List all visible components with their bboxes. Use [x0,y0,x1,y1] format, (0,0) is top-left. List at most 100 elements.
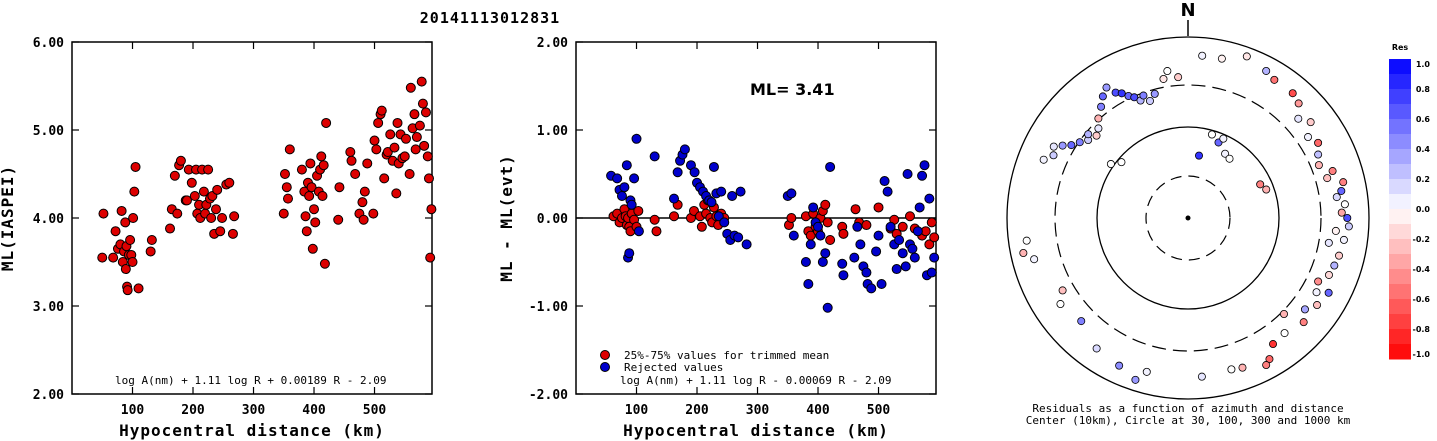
data-point [317,191,328,201]
colorbar-block [1389,209,1411,225]
station-marker [1197,372,1206,381]
station-marker [1056,300,1065,309]
station-marker [1324,288,1333,297]
data-point [894,235,905,245]
data-point [122,285,133,296]
data-point [861,267,872,278]
data-point [708,161,719,172]
data-points [97,76,437,296]
y-axis-label: ML(IASPEI) [0,165,17,271]
x-tick-label: 300 [746,403,770,418]
data-point [422,151,433,162]
formula-label: log A(nm) + 1.11 log R - 0.00069 R - 2.0… [620,374,892,387]
colorbar-block [1389,329,1411,345]
legend-marker-trimmed [600,350,610,360]
data-point [633,226,644,237]
data-point [669,211,680,222]
data-point [876,279,887,289]
y-tick-label: 5.00 [33,124,64,139]
data-point [203,164,214,175]
station-marker [1075,138,1084,147]
data-point [321,117,332,128]
data-point [165,223,176,234]
data-point [808,202,819,213]
x-tick-label: 400 [302,403,326,418]
x-tick-label: 400 [806,403,830,418]
data-point [696,221,707,232]
colorbar-block [1389,59,1411,75]
data-point [926,267,937,278]
colorbar-title: Res [1392,43,1409,52]
data-point [786,213,797,223]
y-tick-label: 6.00 [33,36,64,51]
station-marker [1092,131,1101,140]
station-marker [1217,54,1226,63]
data-point [897,221,908,232]
data-point [649,151,660,162]
data-point [359,186,370,197]
data-point [651,226,662,237]
legend-label-trimmed: 25%-75% values for trimmed mean [624,349,829,362]
data-point [861,220,872,231]
data-point [900,261,911,272]
data-point [357,197,368,208]
data-point [786,188,797,199]
colorbar-blocks [1389,59,1411,360]
data-point [817,257,828,267]
data-point [735,186,746,197]
y-tick-label: -2.00 [529,388,568,403]
station-marker [1219,134,1228,143]
circle-100km [1096,126,1280,310]
data-point [206,213,217,223]
colorbar-block [1389,239,1411,255]
data-point [619,182,630,193]
station-marker [1313,301,1322,310]
data-point [318,160,329,171]
data-point [333,214,344,225]
data-point [866,283,877,294]
station-marker [1343,213,1352,222]
data-point [800,257,811,267]
data-point [629,173,640,184]
colorbar-block [1389,104,1411,120]
data-point [907,243,918,254]
data-point [350,169,361,179]
data-point [902,169,913,179]
data-point [310,217,321,228]
outer-circle-1000km [1006,36,1370,400]
data-point [912,226,923,237]
data-point [296,164,307,175]
data-point [371,144,382,155]
station-marker [1022,236,1031,245]
y-axis-label: ML - ML(evt) [497,154,516,282]
data-point [224,177,235,188]
colorbar-tick-label: 1.0 [1416,60,1431,69]
data-point [281,182,292,193]
y-tick-label: 3.00 [33,300,64,315]
station-marker [1159,74,1168,83]
data-point [855,239,866,250]
colorbar-tick-label: -0.2 [1413,235,1431,244]
data-point [850,204,861,215]
colorbar-tick-label: 0.4 [1416,145,1431,154]
data-point [803,279,814,289]
station-marker [1337,208,1346,217]
data-point [719,217,730,228]
data-point [852,221,863,232]
data-point [924,239,935,250]
data-point [914,202,925,213]
data-point [211,204,221,215]
data-point [716,186,727,197]
data-point [373,117,384,128]
data-point [392,117,403,128]
data-point [669,193,680,204]
data-point [414,120,425,131]
data-point [129,186,140,197]
station-marker [1117,158,1126,167]
x-tick-label: 500 [363,403,387,418]
data-point [279,169,290,179]
data-point [145,246,156,257]
data-point [631,133,642,144]
data-point [186,177,197,188]
colorbar-tick-label: 0.2 [1416,175,1430,184]
